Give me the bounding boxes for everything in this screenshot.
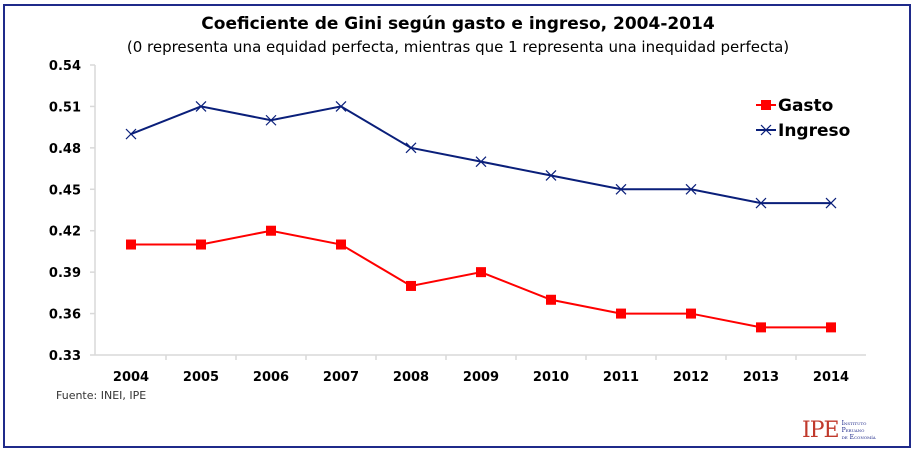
x-marker-stroke — [545, 170, 557, 181]
x-tick-label: 2010 — [533, 370, 569, 385]
y-tick-label: 0.36 — [49, 308, 81, 323]
x-tick-label: 2013 — [743, 370, 779, 385]
chart-subtitle: (0 representa una equidad perfecta, mien… — [126, 38, 790, 56]
x-tick-label: 2009 — [463, 370, 499, 385]
data-point-gasto — [266, 225, 276, 236]
logo-subtitle: Instituto Peruano de Economía — [842, 420, 876, 441]
data-point-ingreso — [685, 183, 697, 195]
data-point-ingreso — [265, 114, 277, 126]
x-tick-label: 2014 — [813, 370, 849, 385]
x-marker-stroke — [475, 156, 487, 168]
x-marker-stroke — [825, 197, 837, 209]
source-note: Fuente: INEI, IPE — [56, 389, 147, 402]
series-line-gasto — [131, 229, 831, 329]
data-point-ingreso — [335, 101, 347, 112]
data-point-ingreso — [755, 197, 767, 209]
x-marker-stroke — [685, 183, 697, 195]
data-point-ingreso — [125, 128, 137, 140]
series-line-ingreso — [130, 105, 831, 205]
legend-marker-gasto — [761, 100, 771, 110]
logo-mark: IPE — [802, 418, 840, 443]
data-point-ingreso — [545, 170, 557, 181]
chart-title: Coeficiente de Gini según gasto e ingres… — [201, 14, 715, 34]
data-point-gasto — [336, 239, 346, 250]
data-point-gasto — [196, 239, 206, 250]
chart-frame — [3, 4, 911, 448]
x-tick-label: 2004 — [113, 370, 149, 385]
logo-line-1: Instituto — [841, 420, 867, 427]
data-point-ingreso — [405, 142, 417, 154]
data-point-gasto — [476, 267, 486, 278]
x-tick-label: 2006 — [253, 370, 289, 385]
data-point-ingreso — [825, 197, 837, 209]
y-tick-label: 0.42 — [49, 225, 81, 240]
y-tick-label: 0.39 — [49, 266, 81, 281]
data-point-ingreso — [615, 183, 627, 195]
data-point-gasto — [616, 308, 626, 319]
legend-marker-ingreso — [760, 124, 772, 136]
y-tick-label: 0.54 — [49, 59, 81, 74]
y-tick-label: 0.48 — [49, 142, 81, 157]
x-tick-label: 2007 — [323, 370, 359, 385]
data-point-gasto — [686, 308, 696, 319]
x-marker-stroke — [615, 183, 627, 195]
y-tick-label: 0.45 — [49, 183, 81, 198]
x-tick-label: 2005 — [183, 370, 219, 385]
x-tick-label: 2011 — [603, 370, 639, 385]
data-point-ingreso — [475, 156, 487, 168]
x-tick-label: 2012 — [673, 370, 709, 385]
y-tick-label: 0.51 — [49, 100, 81, 115]
x-marker-stroke — [265, 114, 277, 126]
data-point-gasto — [826, 322, 836, 333]
data-point-gasto — [406, 280, 416, 291]
data-point-gasto — [756, 322, 766, 333]
x-marker-stroke — [195, 101, 207, 112]
legend-label-gasto: Gasto — [778, 96, 833, 116]
x-marker-stroke — [755, 197, 767, 209]
data-point-gasto — [546, 294, 556, 305]
data-point-gasto — [126, 239, 136, 250]
legend-label-ingreso: Ingreso — [778, 121, 850, 141]
logo-line-3: de Economía — [841, 434, 876, 441]
data-point-ingreso — [195, 101, 207, 112]
logo-line-2: Peruano — [841, 427, 865, 434]
ipe-logo: IPE Instituto Peruano de Economía — [802, 418, 876, 443]
x-tick-label: 2008 — [393, 370, 429, 385]
x-marker-stroke — [125, 128, 137, 140]
x-marker-stroke — [405, 142, 417, 154]
y-tick-label: 0.33 — [49, 349, 81, 364]
x-marker-stroke — [335, 101, 347, 112]
